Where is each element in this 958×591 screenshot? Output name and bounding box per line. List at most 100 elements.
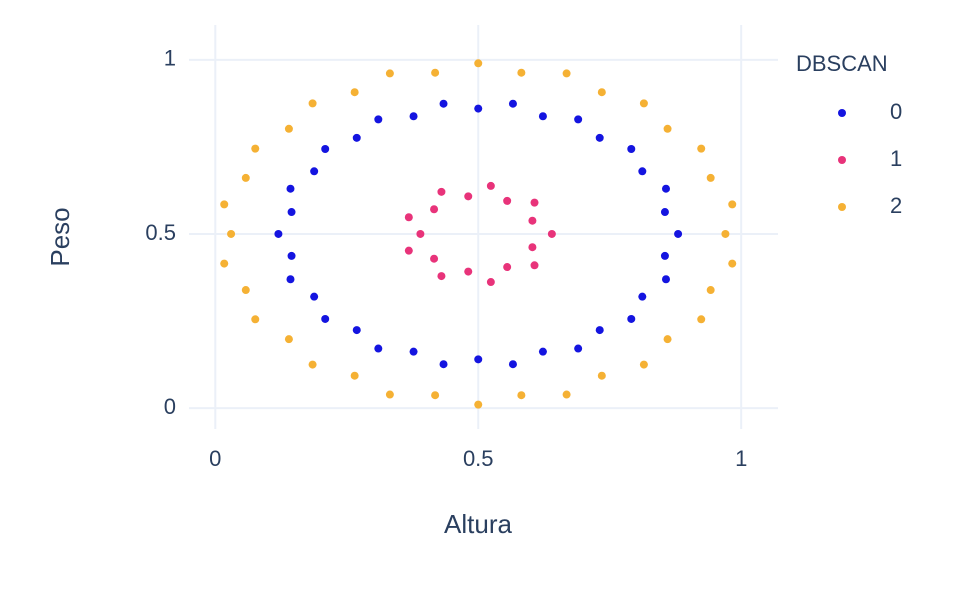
point [503, 196, 512, 205]
legend-label: 1 [890, 146, 902, 171]
point [431, 68, 440, 77]
point [574, 344, 583, 353]
point [437, 187, 446, 196]
point [437, 272, 446, 281]
legend-marker [838, 109, 846, 117]
point [286, 275, 295, 284]
point [374, 344, 383, 353]
point [350, 371, 359, 380]
point [430, 205, 439, 214]
point [284, 335, 293, 344]
point [530, 261, 539, 270]
point [639, 99, 648, 108]
point [697, 315, 706, 324]
y-tick-label: 1 [164, 46, 176, 71]
point [517, 68, 526, 77]
point [385, 69, 394, 78]
point [547, 229, 556, 238]
point [721, 229, 730, 238]
x-axis-title: Altura [444, 509, 512, 539]
point [321, 144, 330, 153]
point [287, 251, 296, 260]
point [241, 173, 250, 182]
point [595, 326, 604, 335]
point [350, 88, 359, 97]
point [661, 275, 670, 284]
point [663, 124, 672, 133]
point [251, 315, 260, 324]
point [310, 167, 319, 176]
point [728, 200, 737, 209]
point [464, 267, 473, 276]
point [404, 246, 413, 255]
point [474, 104, 483, 113]
y-tick-label: 0.5 [145, 220, 176, 245]
point [562, 69, 571, 78]
point [241, 286, 250, 295]
legend-label: 0 [890, 99, 902, 124]
point [439, 360, 448, 369]
point [706, 286, 715, 295]
point [638, 292, 647, 301]
legend-label: 2 [890, 193, 902, 218]
point [728, 259, 737, 268]
point [697, 144, 706, 153]
point [530, 198, 539, 207]
point [639, 360, 648, 369]
point [439, 99, 448, 108]
point [409, 347, 418, 356]
point [503, 263, 512, 272]
legend-marker [838, 156, 846, 164]
x-tick-label: 1 [735, 446, 747, 471]
point [321, 314, 330, 323]
point [574, 115, 583, 124]
x-tick-label: 0 [209, 446, 221, 471]
point [706, 173, 715, 182]
point [538, 347, 547, 356]
point [474, 59, 483, 68]
point [374, 115, 383, 124]
point [274, 229, 283, 238]
point [486, 278, 495, 287]
point [528, 243, 537, 252]
point [352, 133, 361, 142]
point [508, 360, 517, 369]
point [597, 371, 606, 380]
legend-marker [838, 203, 846, 211]
point [431, 391, 440, 400]
point [464, 192, 473, 201]
point [220, 259, 229, 268]
point [409, 112, 418, 121]
point [597, 88, 606, 97]
point [661, 184, 670, 193]
point [474, 400, 483, 409]
point [416, 229, 425, 238]
point [308, 360, 317, 369]
point [310, 292, 319, 301]
point [220, 200, 229, 209]
point [284, 124, 293, 133]
point [474, 355, 483, 364]
point [528, 216, 537, 225]
point [663, 335, 672, 344]
point [660, 208, 669, 217]
legend-title: DBSCAN [796, 51, 888, 76]
y-axis-title: Peso [45, 207, 75, 266]
point [674, 229, 683, 238]
point [251, 144, 260, 153]
point [227, 229, 236, 238]
point [287, 208, 296, 217]
point [308, 99, 317, 108]
point [430, 254, 439, 263]
point [486, 181, 495, 190]
point [517, 391, 526, 400]
point [562, 390, 571, 399]
point [385, 390, 394, 399]
point [638, 167, 647, 176]
point [404, 213, 413, 222]
point [352, 326, 361, 335]
point [508, 99, 517, 108]
point [538, 112, 547, 121]
x-tick-label: 0.5 [463, 446, 494, 471]
